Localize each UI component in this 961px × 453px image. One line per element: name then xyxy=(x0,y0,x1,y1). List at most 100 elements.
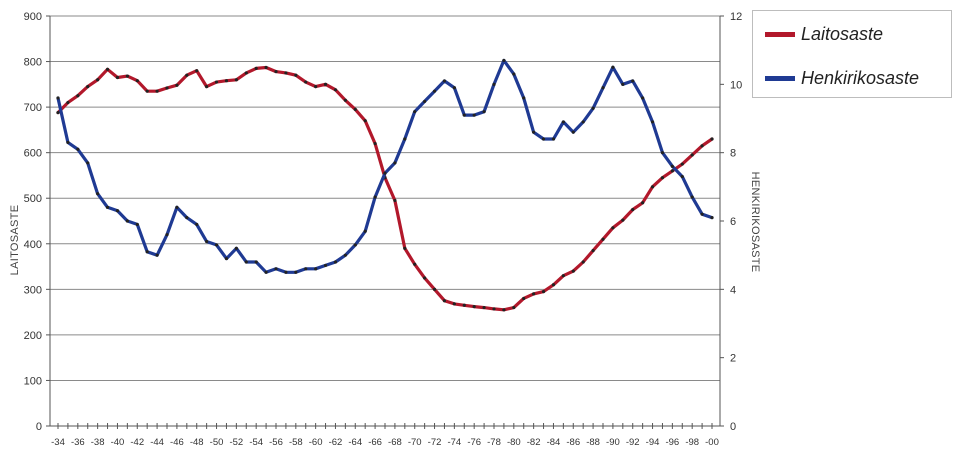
data-point-henkirikosaste xyxy=(522,96,526,100)
x-tick-label: -36 xyxy=(71,437,85,448)
data-point-henkirikosaste xyxy=(413,110,417,114)
data-point-laitosaste xyxy=(195,69,199,73)
x-tick-label: -88 xyxy=(586,437,600,448)
axes xyxy=(46,15,724,429)
data-point-henkirikosaste xyxy=(333,260,338,264)
x-tick-label: -68 xyxy=(388,437,402,448)
x-tick-label: -40 xyxy=(111,437,125,448)
data-point-henkirikosaste xyxy=(115,209,120,213)
data-point-henkirikosaste xyxy=(571,130,575,134)
data-point-laitosaste xyxy=(413,262,417,266)
x-tick-label: -62 xyxy=(329,437,343,448)
x-tick-label: -96 xyxy=(665,437,679,448)
data-point-laitosaste xyxy=(373,141,377,146)
x-tick-label: -52 xyxy=(229,437,243,448)
y-axis-label-right: HENKIRIKOSASTE xyxy=(749,172,761,273)
data-point-henkirikosaste xyxy=(165,233,169,237)
data-point-henkirikosaste xyxy=(581,120,585,124)
data-point-laitosaste xyxy=(561,274,565,278)
x-tick-label: -84 xyxy=(547,437,561,448)
data-point-laitosaste xyxy=(601,237,605,241)
data-point-laitosaste xyxy=(304,80,308,84)
x-tick-label: -34 xyxy=(51,437,65,448)
data-point-henkirikosaste xyxy=(541,137,546,141)
data-point-henkirikosaste xyxy=(105,205,110,209)
data-point-laitosaste xyxy=(472,305,476,309)
x-tick-label: -70 xyxy=(408,437,422,448)
y-tick-label-right: 0 xyxy=(730,421,736,433)
y-tick-label-left: 200 xyxy=(24,330,42,342)
data-point-henkirikosaste xyxy=(86,161,90,165)
data-point-laitosaste xyxy=(502,308,506,312)
x-tick-label: -74 xyxy=(447,437,461,448)
x-tick-label: -92 xyxy=(626,437,640,448)
x-tick-label: -66 xyxy=(368,437,382,448)
y-tick-label-right: 6 xyxy=(730,216,736,228)
data-point-henkirikosaste xyxy=(482,110,486,114)
data-point-henkirikosaste xyxy=(76,147,80,151)
y-tick-label-left: 0 xyxy=(36,421,42,433)
data-point-laitosaste xyxy=(115,75,120,80)
data-point-henkirikosaste xyxy=(462,113,466,117)
x-tick-label: -72 xyxy=(428,437,442,448)
data-point-henkirikosaste xyxy=(373,195,377,199)
data-point-henkirikosaste xyxy=(670,164,674,168)
x-tick-label: -60 xyxy=(309,437,323,448)
data-point-henkirikosaste xyxy=(343,253,347,257)
x-tick-label: -80 xyxy=(507,437,521,448)
data-point-laitosaste xyxy=(650,185,655,189)
data-point-henkirikosaste xyxy=(66,140,70,145)
y-tick-label-left: 600 xyxy=(24,148,42,160)
data-point-laitosaste xyxy=(214,80,219,84)
data-point-laitosaste xyxy=(234,78,238,82)
data-point-laitosaste xyxy=(333,88,338,92)
x-tick-label: -48 xyxy=(190,437,204,448)
data-point-laitosaste xyxy=(571,269,575,273)
data-point-laitosaste xyxy=(432,287,437,291)
data-point-henkirikosaste xyxy=(175,205,179,209)
data-point-henkirikosaste xyxy=(224,256,229,261)
data-point-laitosaste xyxy=(185,73,189,77)
data-point-henkirikosaste xyxy=(205,239,209,244)
data-point-henkirikosaste xyxy=(383,171,387,175)
x-tick-label: -58 xyxy=(289,437,303,448)
data-point-henkirikosaste xyxy=(234,246,238,250)
data-point-laitosaste xyxy=(462,303,466,307)
data-point-laitosaste xyxy=(591,249,595,253)
data-point-henkirikosaste xyxy=(690,195,694,199)
data-point-henkirikosaste xyxy=(56,96,60,100)
data-point-laitosaste xyxy=(294,73,298,77)
x-tick-label: -94 xyxy=(646,437,660,448)
data-point-laitosaste xyxy=(145,89,149,93)
data-point-henkirikosaste xyxy=(254,260,258,264)
y-tick-label-right: 10 xyxy=(730,79,742,91)
data-point-henkirikosaste xyxy=(244,260,248,264)
x-tick-label: -50 xyxy=(210,437,224,448)
data-point-henkirikosaste xyxy=(214,243,219,247)
data-point-henkirikosaste xyxy=(403,137,407,141)
legend-swatch-laitosaste xyxy=(765,32,795,37)
data-point-laitosaste xyxy=(244,71,248,75)
data-point-laitosaste xyxy=(86,85,90,89)
y-tick-label-left: 500 xyxy=(24,193,42,205)
data-point-laitosaste xyxy=(442,299,447,303)
data-point-henkirikosaste xyxy=(294,270,298,274)
data-point-henkirikosaste xyxy=(195,222,199,227)
data-point-henkirikosaste xyxy=(274,267,278,271)
data-point-laitosaste xyxy=(660,176,665,180)
data-point-laitosaste xyxy=(482,305,486,310)
data-point-laitosaste xyxy=(254,66,258,70)
x-tick-label: -46 xyxy=(170,437,184,448)
y-tick-label-right: 8 xyxy=(730,148,736,160)
data-point-henkirikosaste xyxy=(710,215,714,220)
y-tick-label-left: 700 xyxy=(24,102,42,114)
data-point-laitosaste xyxy=(403,246,407,250)
data-point-laitosaste xyxy=(680,162,684,166)
legend-swatch-henkirikosaste xyxy=(765,76,795,81)
data-point-henkirikosaste xyxy=(452,86,456,90)
y-tick-label-left: 400 xyxy=(24,239,42,251)
legend-label-henkirikosaste: Henkirikosaste xyxy=(801,68,920,88)
data-point-henkirikosaste xyxy=(502,58,506,63)
data-point-laitosaste xyxy=(105,67,110,71)
